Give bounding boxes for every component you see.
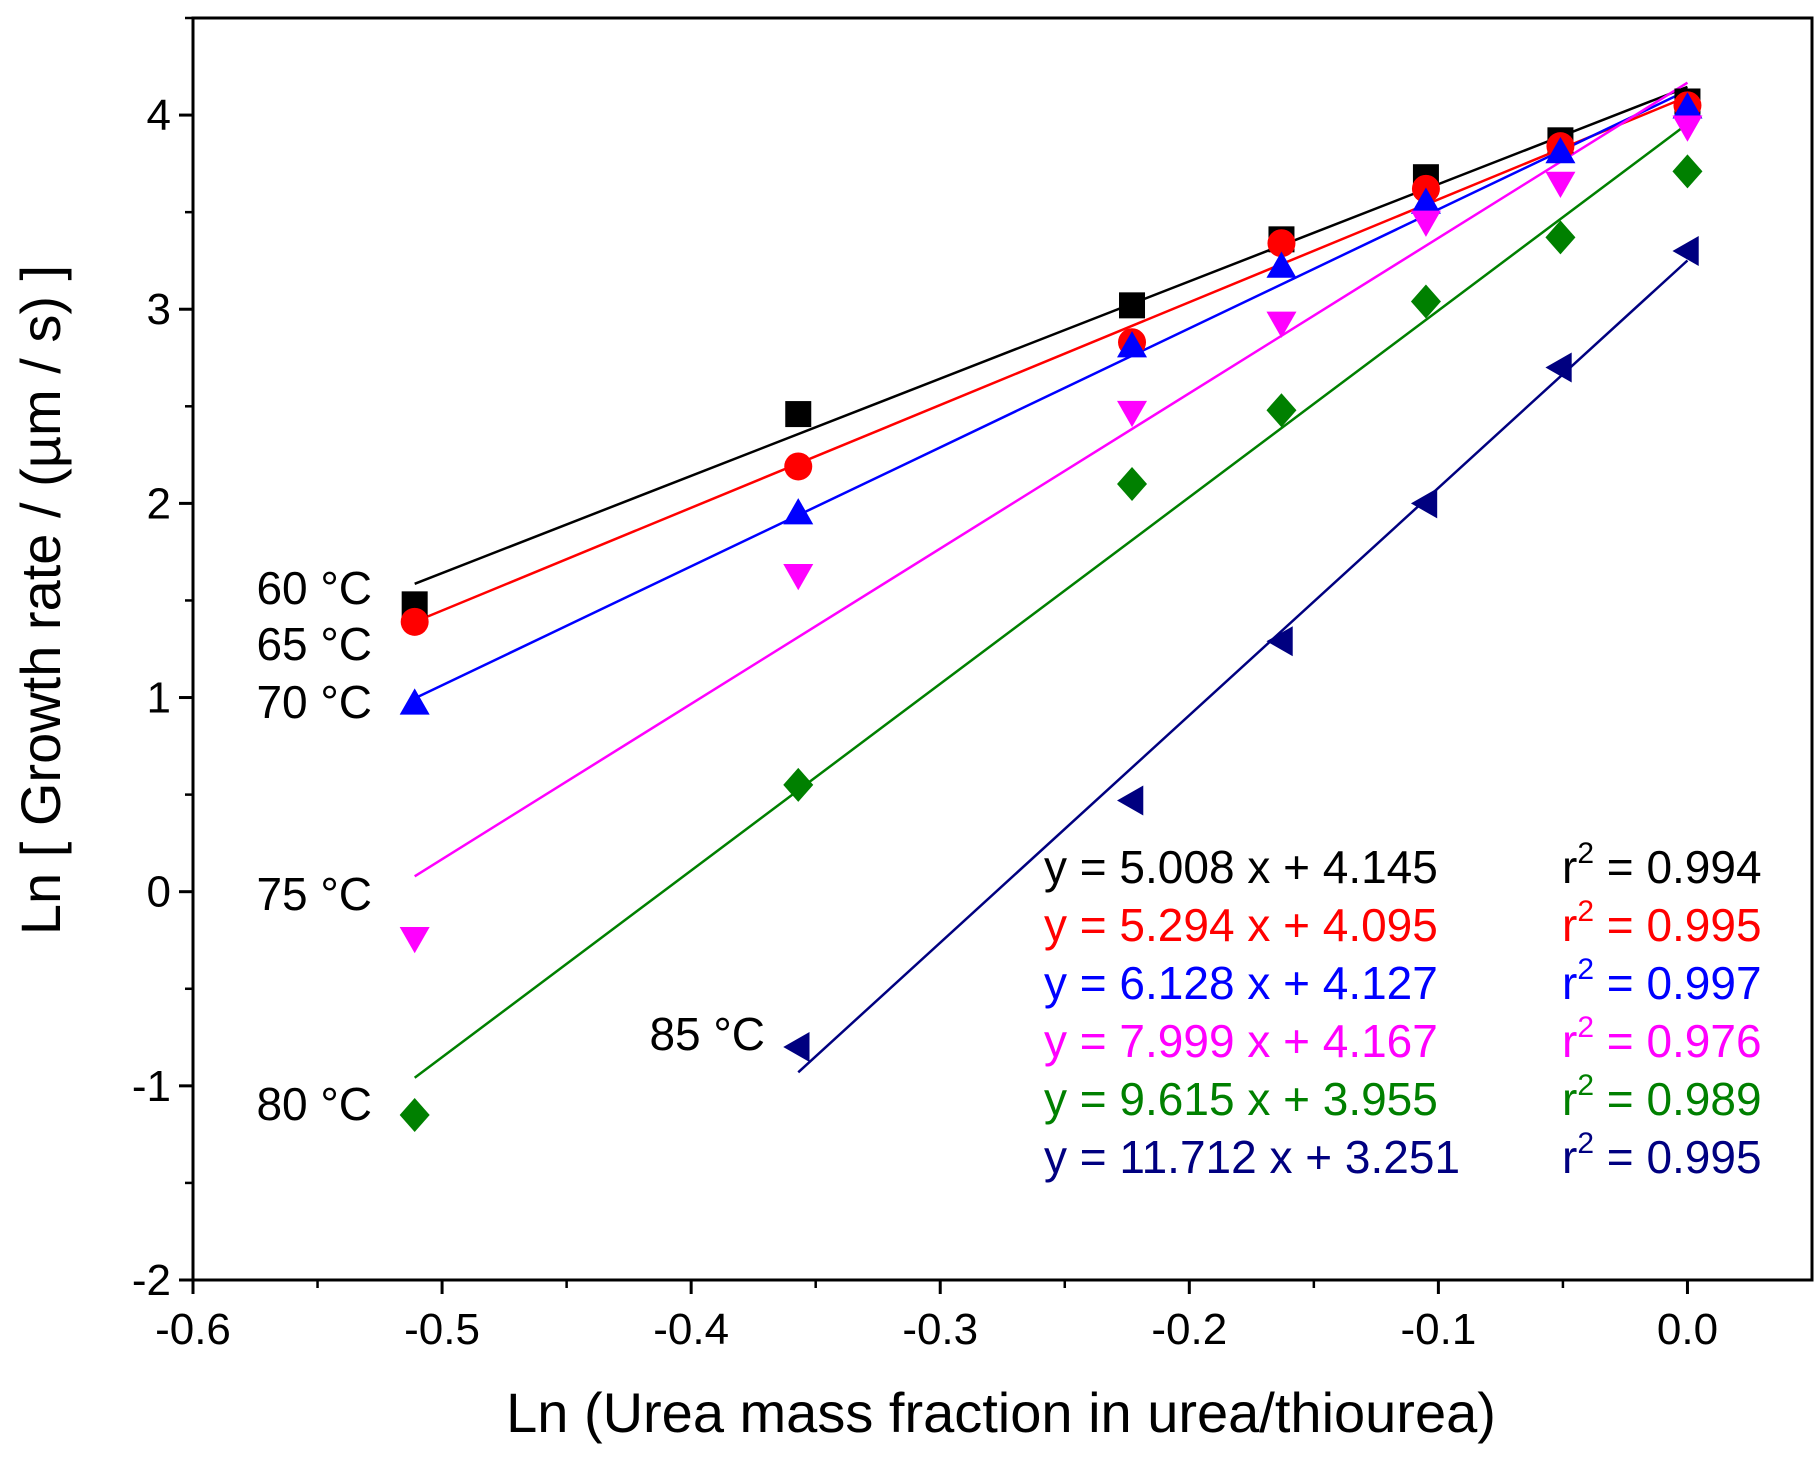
data-point-series-2: [1672, 92, 1703, 119]
r-squared-series-2: r2 = 0.997: [1562, 953, 1762, 1009]
r-symbol: r: [1562, 899, 1577, 951]
data-point-series-3: [1545, 171, 1576, 199]
data-point-series-5: [1545, 352, 1572, 383]
data-point-series-2: [1410, 187, 1441, 214]
x-tick-label: -0.2: [1151, 1305, 1227, 1354]
fit-lines: [413, 81, 1689, 1079]
r-squared-series-5: r2 = 0.995: [1562, 1127, 1762, 1183]
r-symbol: r: [1562, 841, 1577, 893]
equation-series-4: y = 9.615 x + 3.955: [1044, 1073, 1438, 1125]
x-tick-label: -0.3: [902, 1305, 978, 1354]
data-markers: [399, 88, 1703, 1132]
r-exponent: 2: [1577, 1127, 1594, 1160]
r-exponent: 2: [1577, 953, 1594, 986]
data-point-series-4: [399, 1097, 430, 1132]
x-tick-label: -0.4: [653, 1305, 729, 1354]
series-label-80c: 80 °C: [256, 1078, 372, 1130]
x-tick-label: -0.5: [404, 1305, 480, 1354]
y-tick-label: 3: [147, 285, 171, 334]
data-point-series-5: [1266, 626, 1293, 657]
y-axis-title: Ln [ Growth rate / (µm / s) ]: [9, 265, 72, 935]
axis-ticks: [179, 16, 1689, 1294]
data-point-series-3: [1410, 210, 1441, 237]
equation-series-1: y = 5.294 x + 4.095: [1044, 899, 1438, 951]
series-label-65c: 65 °C: [256, 618, 372, 670]
r-exponent: 2: [1577, 1011, 1594, 1044]
plot-frame: [191, 16, 1814, 1282]
plot-border: [191, 16, 1814, 1282]
x-tick-label: 0.0: [1657, 1305, 1718, 1354]
data-point-series-0: [1119, 292, 1146, 319]
x-axis-title: Ln (Urea mass fraction in urea/thiourea): [506, 1381, 1496, 1444]
r-squared-value: = 0.994: [1594, 841, 1762, 893]
r-symbol: r: [1562, 1131, 1577, 1183]
r-squared-series-0: r2 = 0.994: [1562, 837, 1762, 893]
r-squared-series-4: r2 = 0.989: [1562, 1069, 1762, 1125]
data-point-series-2: [1117, 331, 1148, 358]
r-symbol: r: [1562, 1073, 1577, 1125]
r-squared-series-1: r2 = 0.995: [1562, 895, 1762, 951]
data-point-series-3: [1117, 400, 1148, 428]
equation-series-3: y = 7.999 x + 4.167: [1044, 1015, 1438, 1067]
data-point-series-5: [1117, 785, 1144, 816]
r-exponent: 2: [1577, 837, 1594, 870]
fit-line-series-0: [414, 85, 1688, 585]
r-squared-value: = 0.995: [1594, 899, 1762, 951]
fit-line-series-5: [797, 259, 1689, 1074]
x-tick-label: -0.6: [155, 1305, 231, 1354]
y-tick-label: 0: [147, 868, 171, 917]
r-symbol: r: [1562, 957, 1577, 1009]
equation-series-5: y = 11.712 x + 3.251: [1044, 1131, 1460, 1183]
fit-line-series-4: [413, 122, 1689, 1079]
series-label-75c: 75 °C: [256, 868, 372, 920]
r-squared-value: = 0.995: [1594, 1131, 1762, 1183]
data-point-series-3: [1266, 311, 1297, 338]
r-exponent: 2: [1577, 895, 1594, 928]
y-tick-label: 4: [147, 91, 171, 140]
equation-series-2: y = 6.128 x + 4.127: [1044, 957, 1438, 1009]
r-squared-value: = 0.997: [1594, 957, 1762, 1009]
y-tick-label: -1: [132, 1062, 171, 1111]
data-point-series-4: [1266, 393, 1297, 428]
r-squared-series-3: r2 = 0.976: [1562, 1011, 1762, 1067]
series-label-85c: 85 °C: [649, 1008, 765, 1060]
data-point-series-3: [399, 927, 430, 954]
series-label-60c: 60 °C: [256, 562, 372, 614]
r-symbol: r: [1562, 1015, 1577, 1067]
data-point-series-4: [783, 767, 814, 802]
data-point-series-4: [1117, 466, 1148, 501]
data-point-series-3: [1672, 115, 1703, 142]
data-point-series-3: [783, 563, 814, 591]
r-squared-value: = 0.989: [1594, 1073, 1762, 1125]
data-point-series-4: [1672, 154, 1703, 189]
data-point-series-0: [785, 401, 812, 428]
data-point-series-4: [1545, 220, 1576, 255]
y-tick-label: 2: [147, 479, 171, 528]
data-point-series-1: [784, 452, 813, 481]
y-tick-label: -2: [132, 1256, 171, 1305]
data-point-series-5: [1672, 235, 1699, 266]
data-point-series-1: [1267, 229, 1296, 258]
data-point-series-2: [1545, 136, 1576, 164]
y-tick-label: 1: [147, 674, 171, 723]
fit-line-series-3: [414, 81, 1689, 878]
fit-line-series-1: [414, 95, 1688, 624]
equation-series-0: y = 5.008 x + 4.145: [1044, 841, 1438, 893]
data-point-series-1: [400, 607, 429, 636]
x-tick-label: -0.1: [1400, 1305, 1476, 1354]
fit-line-series-2: [414, 89, 1689, 700]
r-squared-value: = 0.976: [1594, 1015, 1762, 1067]
data-point-series-2: [399, 688, 430, 715]
tick-labels: -0.6 -0.5 -0.4 -0.3 -0.2 -0.1 0.0 -2 -1 0 1 2 3 4: [132, 91, 1718, 1354]
data-point-series-2: [783, 498, 814, 525]
data-point-series-5: [783, 1032, 810, 1063]
series-label-70c: 70 °C: [256, 676, 372, 728]
series-labels: 60 °C 65 °C 70 °C 75 °C 80 °C 85 °C: [256, 562, 765, 1130]
r-exponent: 2: [1577, 1069, 1594, 1102]
data-point-series-4: [1410, 284, 1441, 319]
data-point-series-5: [1410, 488, 1438, 519]
data-point-series-2: [1266, 251, 1297, 278]
